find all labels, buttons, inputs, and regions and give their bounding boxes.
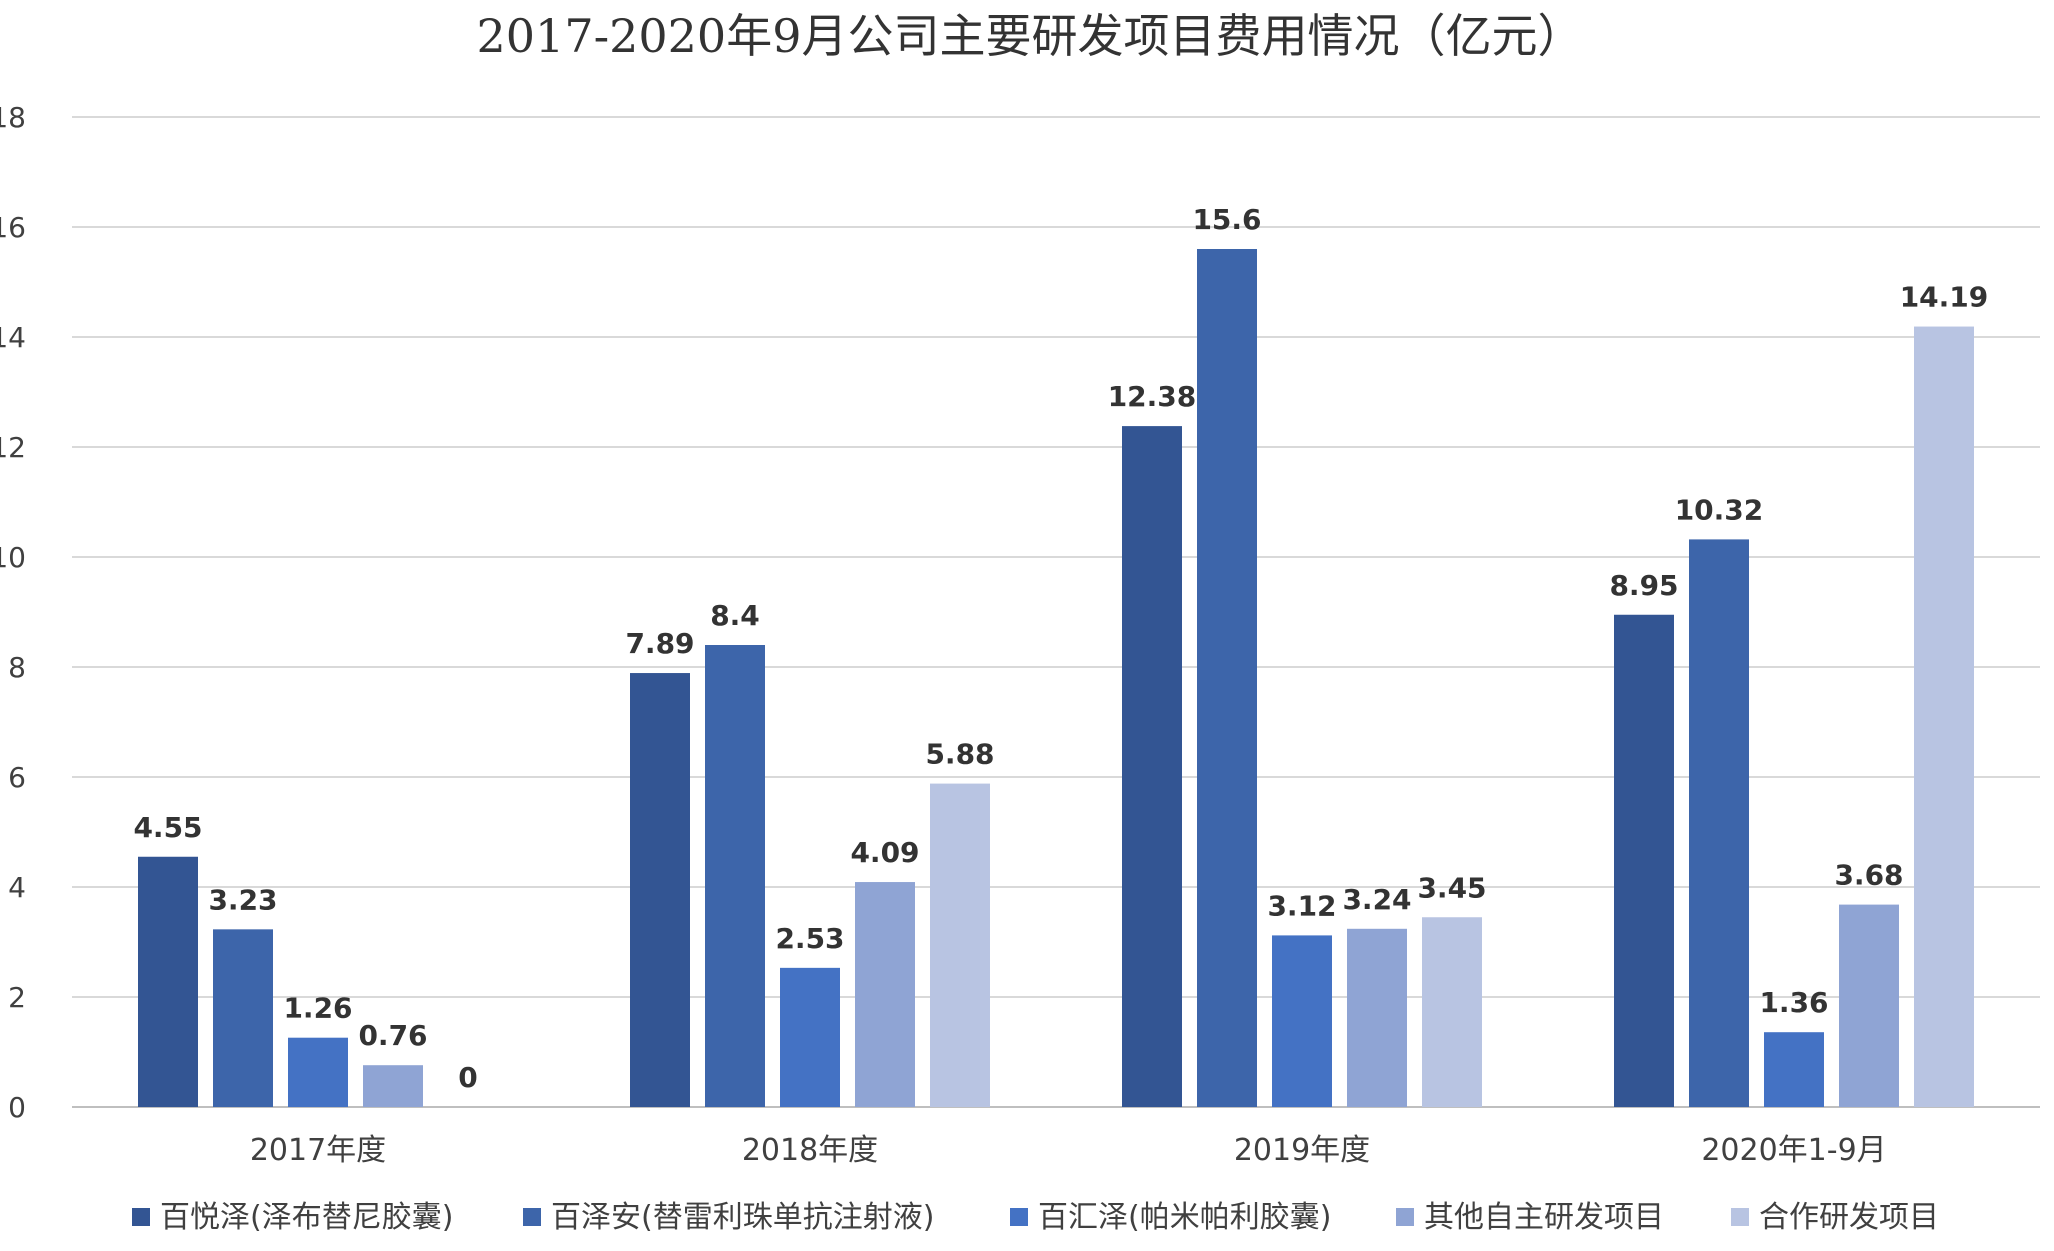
data-label: 4.09 (850, 836, 919, 869)
bar (213, 929, 273, 1107)
data-label: 3.12 (1267, 889, 1336, 922)
x-category-label: 2018年度 (742, 1133, 878, 1168)
bar (1272, 935, 1332, 1107)
bar (930, 783, 990, 1107)
data-label: 12.38 (1108, 380, 1197, 413)
y-tick-label: 18 (0, 101, 26, 134)
x-category-label: 2020年1-9月 (1701, 1133, 1886, 1168)
bar (138, 856, 198, 1107)
legend-label: 百泽安(替雷利珠单抗注射液) (551, 1200, 934, 1235)
data-label: 8.95 (1609, 569, 1678, 602)
legend-label: 合作研发项目 (1759, 1200, 1939, 1235)
y-tick-label: 16 (0, 211, 26, 244)
data-label: 14.19 (1900, 281, 1989, 314)
bar (288, 1037, 348, 1107)
bar (855, 882, 915, 1107)
data-label: 3.45 (1417, 871, 1486, 904)
data-label: 15.6 (1192, 203, 1261, 236)
bar (1689, 539, 1749, 1107)
bar (1614, 614, 1674, 1107)
data-label: 1.36 (1759, 986, 1828, 1019)
y-tick-label: 4 (8, 871, 26, 904)
bar (1122, 426, 1182, 1108)
legend-swatch (1731, 1208, 1749, 1226)
legend: 百悦泽(泽布替尼胶囊) 百泽安(替雷利珠单抗注射液) 百汇泽(帕米帕利胶囊) 其他自主… (132, 1200, 1939, 1235)
legend-label: 百汇泽(帕米帕利胶囊) (1038, 1200, 1331, 1235)
x-category-label: 2019年度 (1234, 1133, 1370, 1168)
data-label: 3.68 (1834, 859, 1903, 892)
y-axis-ticks: 0 2 4 6 8 10 12 14 16 18 (0, 101, 26, 1124)
y-tick-label: 0 (8, 1091, 26, 1124)
bar (1914, 326, 1974, 1107)
y-tick-label: 6 (8, 761, 26, 794)
bar (630, 673, 690, 1107)
data-label: 8.4 (710, 599, 760, 632)
y-tick-label: 10 (0, 541, 26, 574)
data-label: 3.24 (1342, 883, 1411, 916)
data-labels: 4.55 3.23 1.260.76 0 7.89 8.4 2.53 4.09 5.88 12.3… (133, 203, 1988, 1094)
bar (1347, 928, 1407, 1107)
legend-label: 其他自主研发项目 (1424, 1200, 1664, 1235)
bar (705, 645, 765, 1107)
legend-swatch (523, 1208, 541, 1226)
bar (1422, 917, 1482, 1107)
data-label: 0 (458, 1061, 477, 1094)
data-label: 10.32 (1675, 493, 1764, 526)
y-tick-label: 12 (0, 431, 26, 464)
bar (1839, 904, 1899, 1107)
legend-swatch (1396, 1208, 1414, 1226)
chart-title: 2017-2020年9月公司主要研发项目费用情况（亿元） (477, 9, 1584, 63)
bar (780, 967, 840, 1107)
data-label: 7.89 (625, 627, 694, 660)
legend-label: 百悦泽(泽布替尼胶囊) (160, 1200, 453, 1235)
data-label: 1.26 (283, 992, 352, 1025)
data-label: 2.53 (775, 922, 844, 955)
legend-swatch (1010, 1208, 1028, 1226)
legend-swatch (132, 1208, 150, 1226)
bar (1764, 1032, 1824, 1107)
y-tick-label: 14 (0, 321, 26, 354)
data-label: 0.76 (358, 1019, 427, 1052)
y-tick-label: 2 (8, 981, 26, 1014)
bar (363, 1065, 423, 1107)
data-label: 5.88 (925, 738, 994, 771)
x-category-label: 2017年度 (250, 1133, 386, 1168)
bar (1197, 249, 1257, 1107)
data-label: 4.55 (133, 811, 202, 844)
bars (138, 249, 1974, 1108)
y-tick-label: 8 (8, 651, 26, 684)
x-axis-categories: 2017年度 2018年度 2019年度 2020年1-9月 (250, 1133, 1887, 1168)
data-label: 3.23 (208, 883, 277, 916)
